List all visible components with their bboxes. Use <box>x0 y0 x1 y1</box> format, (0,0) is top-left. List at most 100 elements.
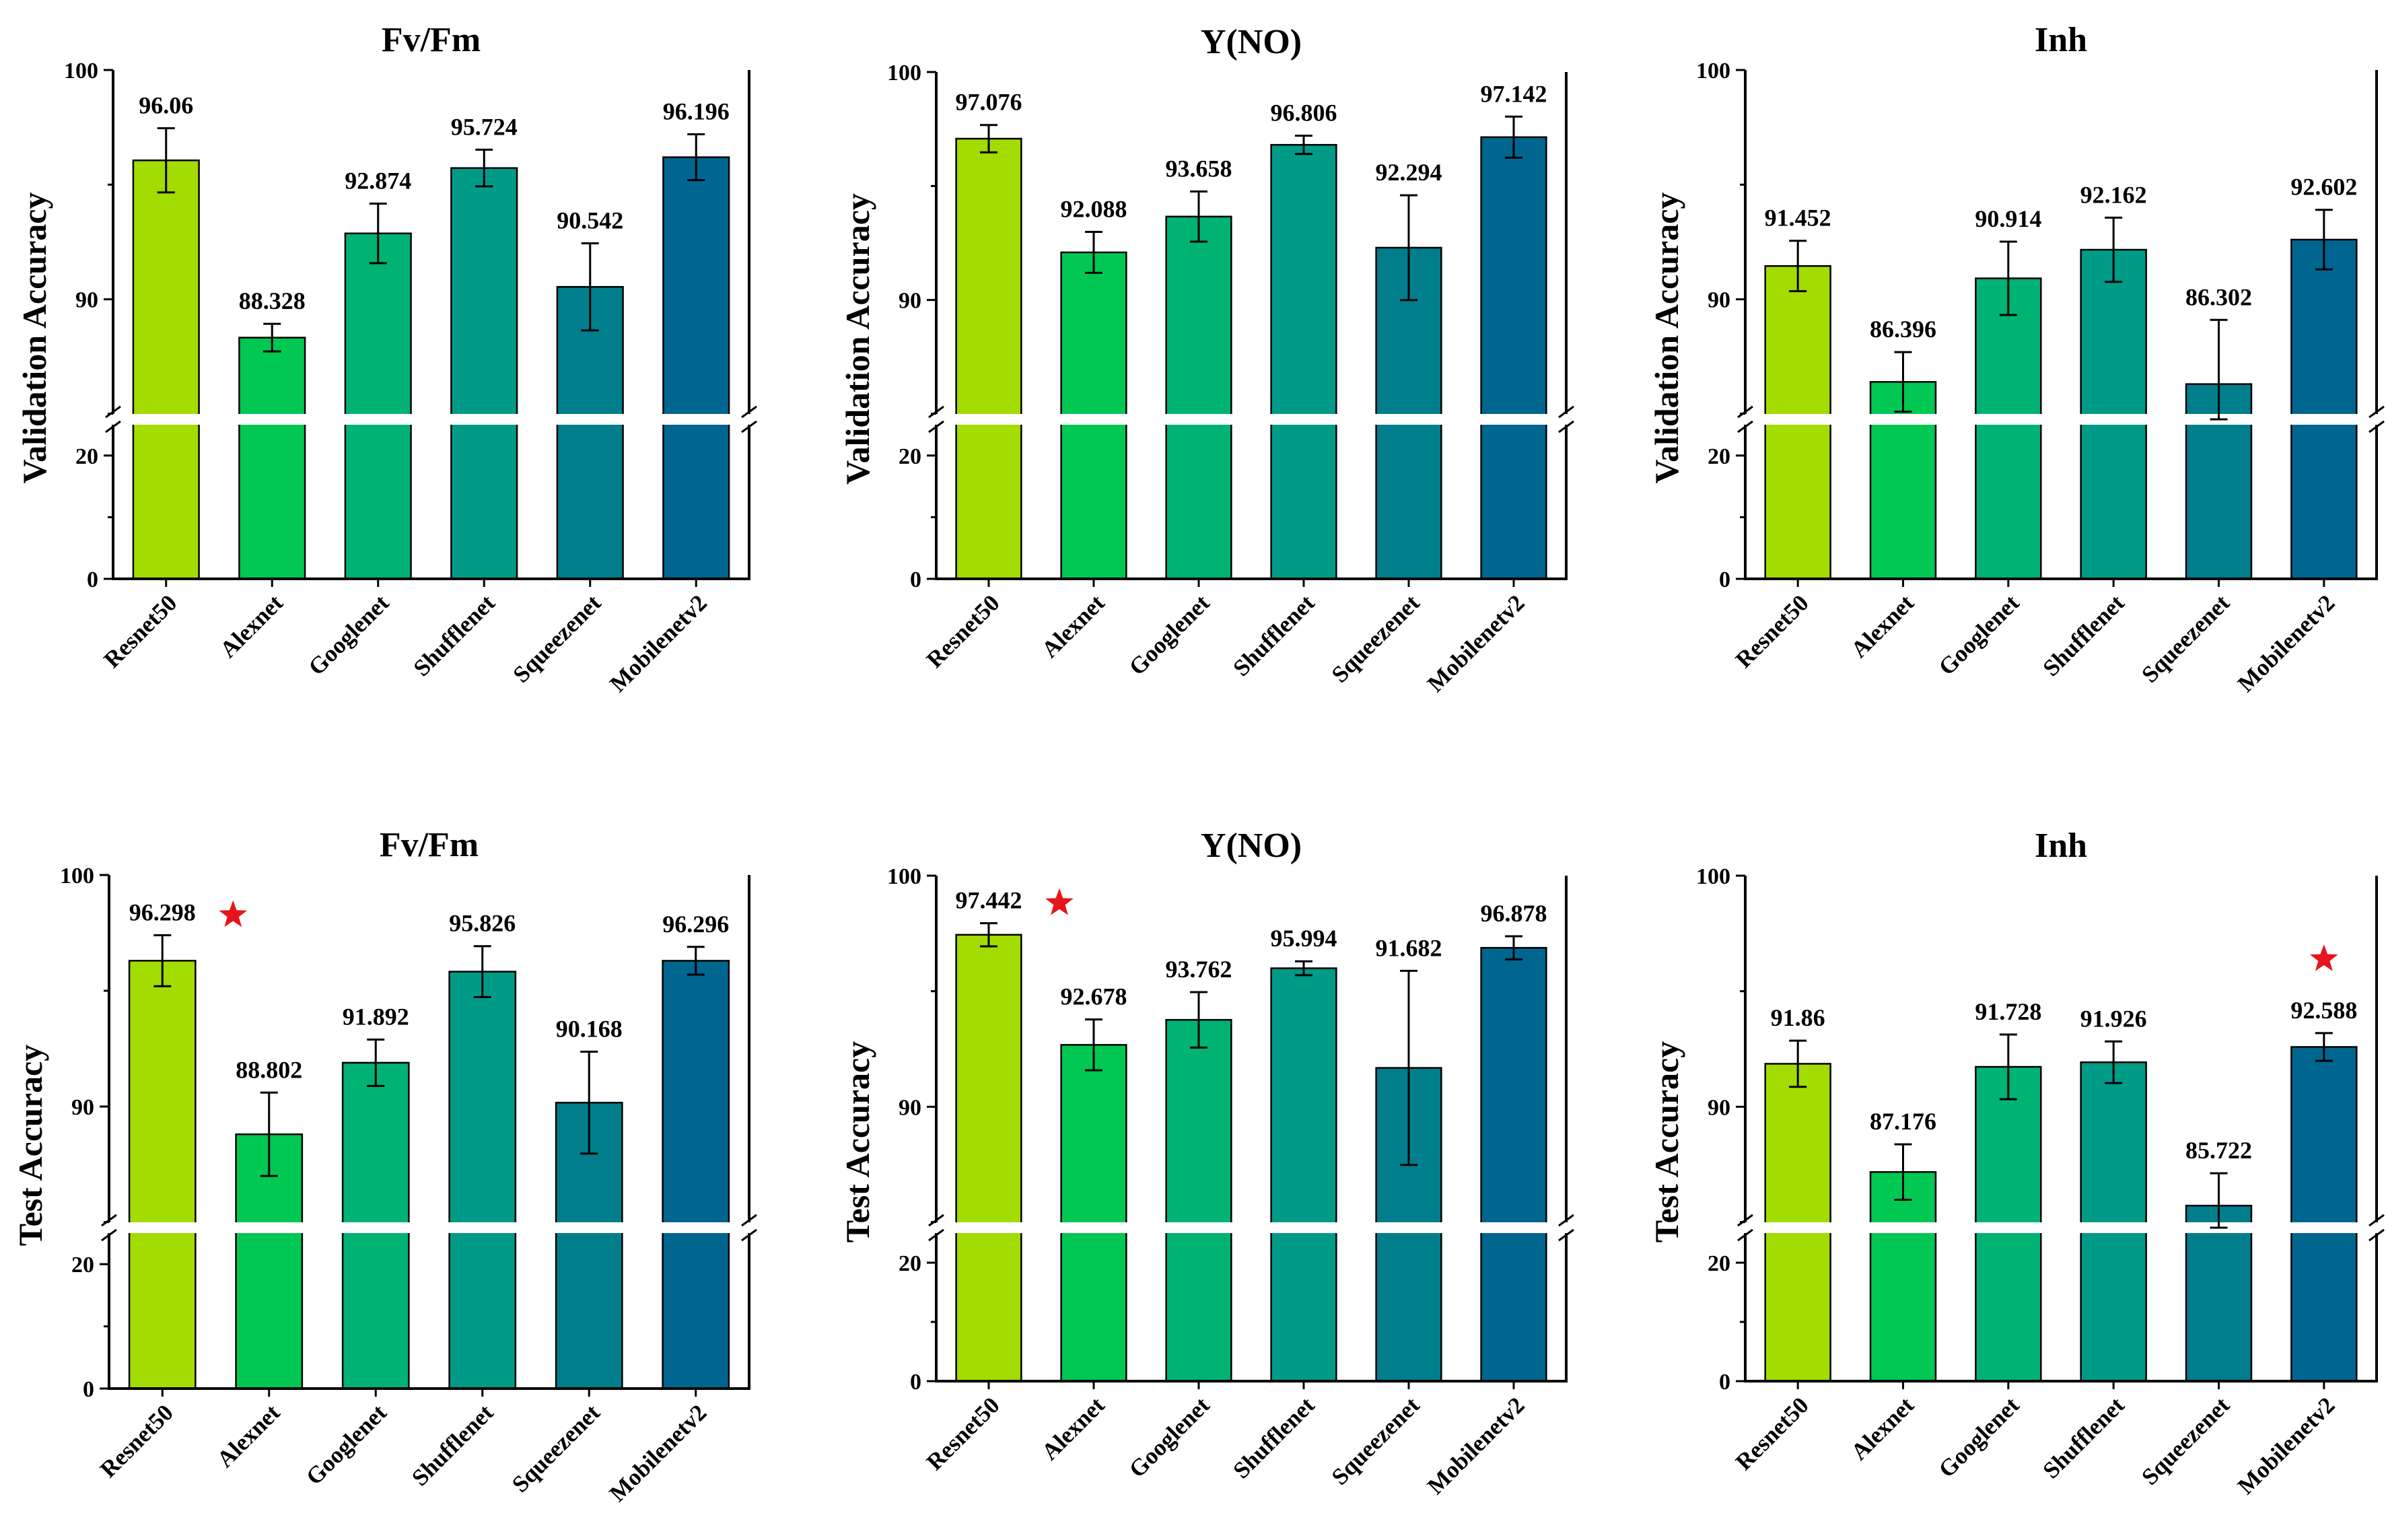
bar-shufflenet <box>448 971 517 1390</box>
error-bar <box>1505 935 1522 960</box>
bar-googlenet <box>1975 277 2042 580</box>
y-tick-label: 0 <box>1719 567 1730 592</box>
axis-break-mark <box>928 1214 944 1242</box>
error-bar <box>1505 115 1522 159</box>
bar-alexnet <box>238 337 306 580</box>
value-label: 91.86 <box>1771 1004 1825 1031</box>
value-label: 91.728 <box>1975 998 2041 1025</box>
x-tick-label: Squeezenet <box>1327 590 1425 688</box>
x-tick-label: Mobilenetv2 <box>1422 1392 1530 1500</box>
value-label: 86.302 <box>2185 283 2252 310</box>
chart-title: Y(NO) <box>1201 827 1302 865</box>
x-tick-label: Resnet50 <box>1730 590 1814 673</box>
y-tick-label: 90 <box>899 1095 921 1120</box>
x-tick-label: Shufflenet <box>407 1399 498 1491</box>
x-tick-label: Resnet50 <box>95 1399 178 1483</box>
axis-break-gap <box>105 414 757 425</box>
axis-break-mark <box>1558 405 1574 433</box>
bar-squeezenet <box>2185 1204 2253 1382</box>
error-bar <box>1190 991 1207 1049</box>
x-tick-label: Googlenet <box>1124 590 1215 680</box>
bar-googlenet <box>1165 1018 1232 1382</box>
value-label: 92.588 <box>2290 997 2357 1024</box>
y-tick-label: 0 <box>1719 1370 1730 1395</box>
bar-mobilenetv2 <box>2290 238 2358 580</box>
value-label: 95.994 <box>1271 925 1337 952</box>
y-tick-label: 100 <box>60 864 94 888</box>
bar-alexnet <box>1869 1171 1937 1382</box>
x-tick-label: Shufflenet <box>2038 1392 2130 1483</box>
x-tick-label: Alexnet <box>1037 590 1110 663</box>
x-tick-label: Googlenet <box>1124 1392 1215 1483</box>
x-tick-label: Mobilenetv2 <box>1422 590 1530 697</box>
chart-title: Y(NO) <box>1201 23 1302 61</box>
error-bar <box>2315 209 2333 271</box>
y-tick-label: 20 <box>1708 1251 1730 1276</box>
error-bar <box>1295 960 1312 977</box>
bar-resnet50 <box>955 934 1022 1382</box>
value-label: 91.892 <box>343 1004 409 1030</box>
axis-break-mark <box>928 405 944 433</box>
axis-break-mark <box>2369 1214 2385 1242</box>
x-tick-label: Shufflenet <box>409 590 500 681</box>
bar-mobilenetv2 <box>1480 946 1547 1382</box>
error-bar <box>2105 1040 2123 1084</box>
axis-frame <box>935 876 1568 1382</box>
axis-break-mark <box>105 405 121 433</box>
x-tick-label: Alexnet <box>212 1399 285 1473</box>
error-bar <box>1894 351 1912 413</box>
value-label: 95.826 <box>449 910 516 937</box>
error-bar <box>980 124 997 153</box>
axis-break-mark <box>2369 405 2385 433</box>
error-bar <box>1789 240 1807 293</box>
value-label: 88.802 <box>236 1056 302 1083</box>
value-label: 92.602 <box>2290 174 2357 201</box>
error-bar <box>2105 216 2123 283</box>
star-icon <box>1045 888 1074 915</box>
y-tick-label: 0 <box>910 567 921 592</box>
bar-shufflenet <box>450 167 518 580</box>
axis-break-gap <box>101 1222 757 1233</box>
x-tick-label: Googlenet <box>301 1399 392 1490</box>
axis-break-mark <box>1737 1214 1753 1242</box>
axis-frame <box>108 875 750 1390</box>
error-bar <box>687 946 705 976</box>
value-label: 96.296 <box>662 911 729 938</box>
value-label: 97.442 <box>956 887 1022 914</box>
bar-mobilenetv2 <box>662 960 730 1390</box>
value-label: 85.722 <box>2185 1137 2252 1164</box>
error-bar <box>369 202 387 265</box>
x-tick-label: Squeezenet <box>508 590 606 688</box>
x-tick-label: Squeezenet <box>2136 590 2235 688</box>
x-tick-label: Shufflenet <box>2038 590 2130 681</box>
error-bar <box>367 1039 385 1087</box>
value-label: 92.678 <box>1061 983 1127 1010</box>
value-label: 92.874 <box>345 167 411 194</box>
y-tick-label: 90 <box>71 1095 94 1120</box>
y-tick-label: 90 <box>75 288 98 313</box>
y-tick-label: 20 <box>75 444 98 469</box>
y-tick-label: 0 <box>83 1377 94 1402</box>
value-label: 96.06 <box>139 92 193 119</box>
x-tick-label: Resnet50 <box>1730 1392 1814 1475</box>
error-bar <box>1085 230 1102 274</box>
axis-frame <box>112 70 750 580</box>
x-tick-label: Alexnet <box>1846 1392 1919 1465</box>
y-tick-label: 90 <box>1708 1095 1730 1120</box>
value-label: 91.452 <box>1765 205 1831 232</box>
bar-googlenet <box>1165 215 1232 580</box>
bar-resnet50 <box>128 960 197 1390</box>
y-tick-label: 100 <box>1696 59 1730 83</box>
bar-shufflenet <box>1270 967 1337 1382</box>
axis-break-gap <box>1737 414 2385 425</box>
error-bar <box>1789 1039 1807 1088</box>
axis-break-mark <box>101 1214 117 1242</box>
y-axis-label: Validation Accuracy <box>15 193 53 484</box>
error-bar <box>2210 318 2228 421</box>
x-tick-label: Squeezenet <box>507 1399 605 1498</box>
error-bar <box>687 133 705 182</box>
x-tick-label: Resnet50 <box>921 1392 1005 1475</box>
axis-frame <box>935 72 1568 580</box>
error-bar <box>475 148 493 188</box>
value-label: 91.682 <box>1376 934 1442 961</box>
